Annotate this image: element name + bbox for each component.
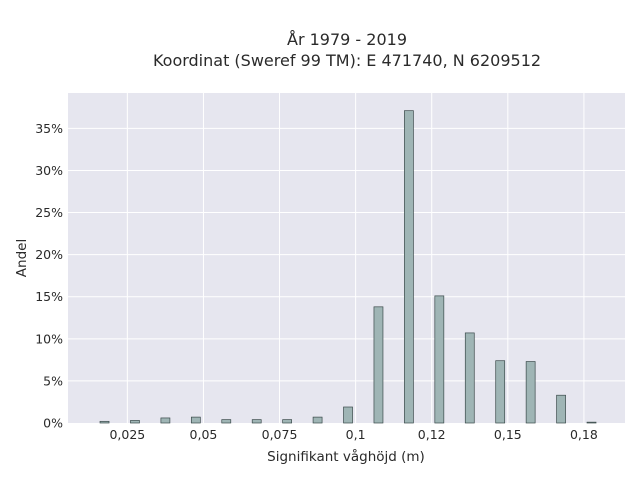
- x-tick-label: 0,12: [418, 427, 446, 442]
- x-tick-label: 0,075: [262, 427, 298, 442]
- histogram-bar: [586, 421, 597, 424]
- histogram-bar: [464, 332, 475, 424]
- bars: [99, 110, 597, 424]
- y-tick-label: 0%: [43, 416, 63, 431]
- histogram-bar: [190, 416, 201, 424]
- y-tick-label: 35%: [35, 121, 63, 136]
- y-tick-label: 10%: [35, 331, 63, 346]
- y-tick-label: 15%: [35, 289, 63, 304]
- histogram-bar: [525, 361, 536, 424]
- y-tick-label: 30%: [35, 163, 63, 178]
- histogram-bar: [434, 295, 445, 424]
- histogram-bar: [373, 306, 384, 424]
- chart-subtitle: Koordinat (Sweref 99 TM): E 471740, N 62…: [153, 51, 541, 70]
- y-axis-label: Andel: [14, 239, 30, 277]
- histogram-bar: [221, 419, 232, 424]
- y-tick-label: 25%: [35, 205, 63, 220]
- histogram-bar: [130, 420, 140, 424]
- histogram-bar: [495, 360, 506, 424]
- histogram-bar: [404, 110, 414, 424]
- histogram-bar: [160, 417, 171, 424]
- histogram-bar: [312, 416, 323, 424]
- histogram-bar: [343, 406, 353, 424]
- x-tick-label: 0,05: [190, 427, 218, 442]
- x-axis-label: Signifikant våghöjd (m): [267, 448, 425, 465]
- plot-area: [68, 93, 625, 423]
- x-tick-label: 0,18: [570, 427, 598, 442]
- x-tick-label: 0,025: [109, 427, 145, 442]
- y-tick-label: 5%: [43, 373, 63, 388]
- histogram-bar: [282, 419, 292, 424]
- y-tick-labels: 0% 5% 10% 15% 20% 25% 30% 35%: [35, 121, 63, 431]
- histogram-bar: [99, 420, 110, 424]
- histogram-bar: [251, 419, 262, 424]
- grid-lines: [68, 93, 625, 423]
- x-tick-label: 0,15: [494, 427, 522, 442]
- histogram-bar: [556, 394, 566, 424]
- chart-title: År 1979 - 2019: [287, 30, 407, 49]
- y-tick-label: 20%: [35, 247, 63, 262]
- x-tick-label: 0,1: [346, 427, 366, 442]
- x-tick-labels: 0,025 0,05 0,075 0,1 0,12 0,15 0,18: [109, 427, 597, 442]
